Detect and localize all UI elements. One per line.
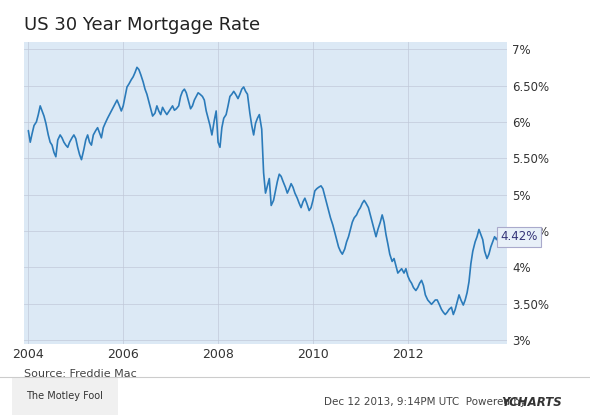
Text: Source: Freddie Mac: Source: Freddie Mac [24,369,136,379]
Text: YCHARTS: YCHARTS [502,396,562,409]
Text: Dec 12 2013, 9:14PM UTC  Powered by: Dec 12 2013, 9:14PM UTC Powered by [324,397,526,407]
Text: 4.42%: 4.42% [500,230,537,243]
Text: The Motley Fool: The Motley Fool [27,391,103,401]
Text: US 30 Year Mortgage Rate: US 30 Year Mortgage Rate [24,16,260,34]
